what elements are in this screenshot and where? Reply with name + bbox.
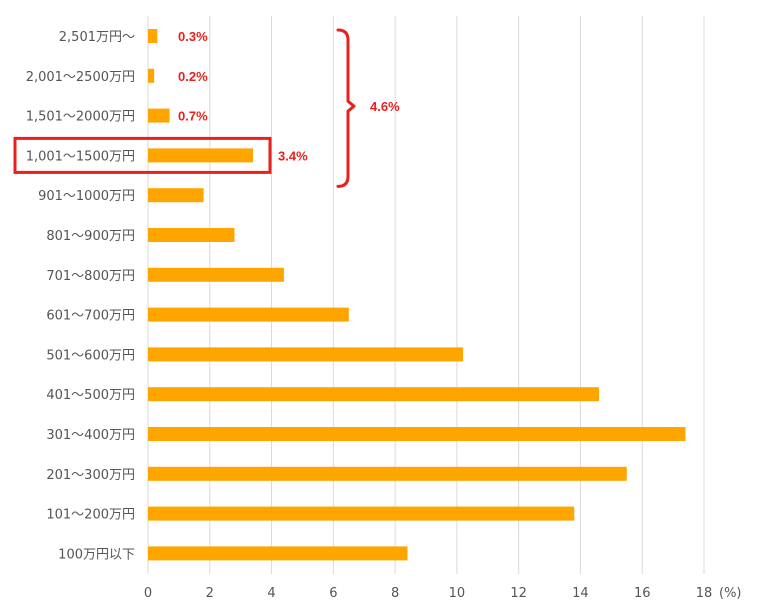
category-label: 301～400万円: [46, 428, 135, 443]
x-tick-label: 14: [572, 586, 589, 601]
data-label: 0.7%: [178, 109, 208, 124]
bar: [148, 148, 254, 163]
x-tick-label: 6: [329, 586, 337, 601]
category-label: 2,001～2500万円: [26, 70, 135, 85]
category-label: 100万円以下: [58, 547, 135, 562]
bar: [148, 387, 599, 402]
category-label: 901～1000万円: [38, 189, 135, 204]
bars: [148, 29, 686, 561]
x-tick-label: 10: [449, 586, 466, 601]
bar: [148, 347, 464, 362]
x-axis-unit-label: (%): [719, 586, 742, 601]
x-tick-label: 0: [144, 586, 152, 601]
x-tick-label: 12: [510, 586, 527, 601]
data-label: 0.2%: [178, 69, 208, 84]
bar: [148, 506, 575, 521]
bar: [148, 307, 349, 322]
data-label: 3.4%: [278, 148, 308, 163]
bar: [148, 108, 170, 123]
brace-bracket: [336, 28, 356, 188]
highlight-box: [13, 136, 272, 174]
bar: [148, 267, 284, 282]
bar: [148, 546, 408, 561]
x-tick-label: 18: [696, 586, 713, 601]
category-label: 1,001～1500万円: [26, 149, 135, 164]
bar: [148, 68, 155, 83]
x-tick-label: 2: [206, 586, 214, 601]
category-label: 201～300万円: [46, 468, 135, 483]
bar: [148, 427, 686, 441]
category-label: 401～500万円: [46, 388, 135, 403]
x-tick-label: 4: [267, 586, 275, 601]
x-axis-ticks: 0 2 4 6 8 10 12 14 16 18: [144, 586, 712, 601]
category-label: 101～200万円: [46, 508, 135, 523]
bar: [148, 188, 204, 203]
category-label: 2,501万円～: [59, 30, 135, 45]
category-labels: 2,501万円～ 2,001～2500万円 1,501～2000万円 1,001～15…: [26, 30, 135, 562]
x-tick-label: 16: [634, 586, 651, 601]
x-tick-label: 8: [391, 586, 399, 601]
category-label: 801～900万円: [46, 229, 135, 244]
annotations: 0.3% 0.2% 0.7% 3.4% 4.6%: [13, 28, 400, 188]
gridlines: [147, 16, 705, 574]
bar: [148, 228, 235, 242]
category-label: 701～800万円: [46, 269, 135, 284]
bracket-total-label: 4.6%: [370, 99, 400, 114]
bar: [148, 466, 627, 481]
category-label: 501～600万円: [46, 348, 135, 363]
category-label: 601～700万円: [46, 309, 135, 324]
data-label: 0.3%: [178, 29, 208, 44]
bar: [148, 29, 158, 43]
category-label: 1,501～2000万円: [26, 110, 135, 125]
